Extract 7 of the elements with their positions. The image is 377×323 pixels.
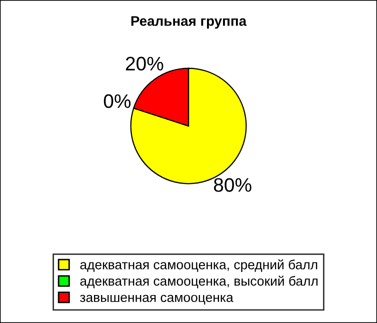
legend-label: завышенная самооценка: [80, 294, 234, 305]
data-label: 20%: [126, 56, 164, 71]
text: 0%: [104, 94, 131, 108]
legend-label: адекватная самооценка, средний балл: [80, 259, 318, 272]
chart-title: Реальная группа: [131, 16, 247, 29]
data-label: 80%: [214, 178, 252, 192]
legend-label: адекватная самооценка, высокий балл: [80, 276, 318, 288]
